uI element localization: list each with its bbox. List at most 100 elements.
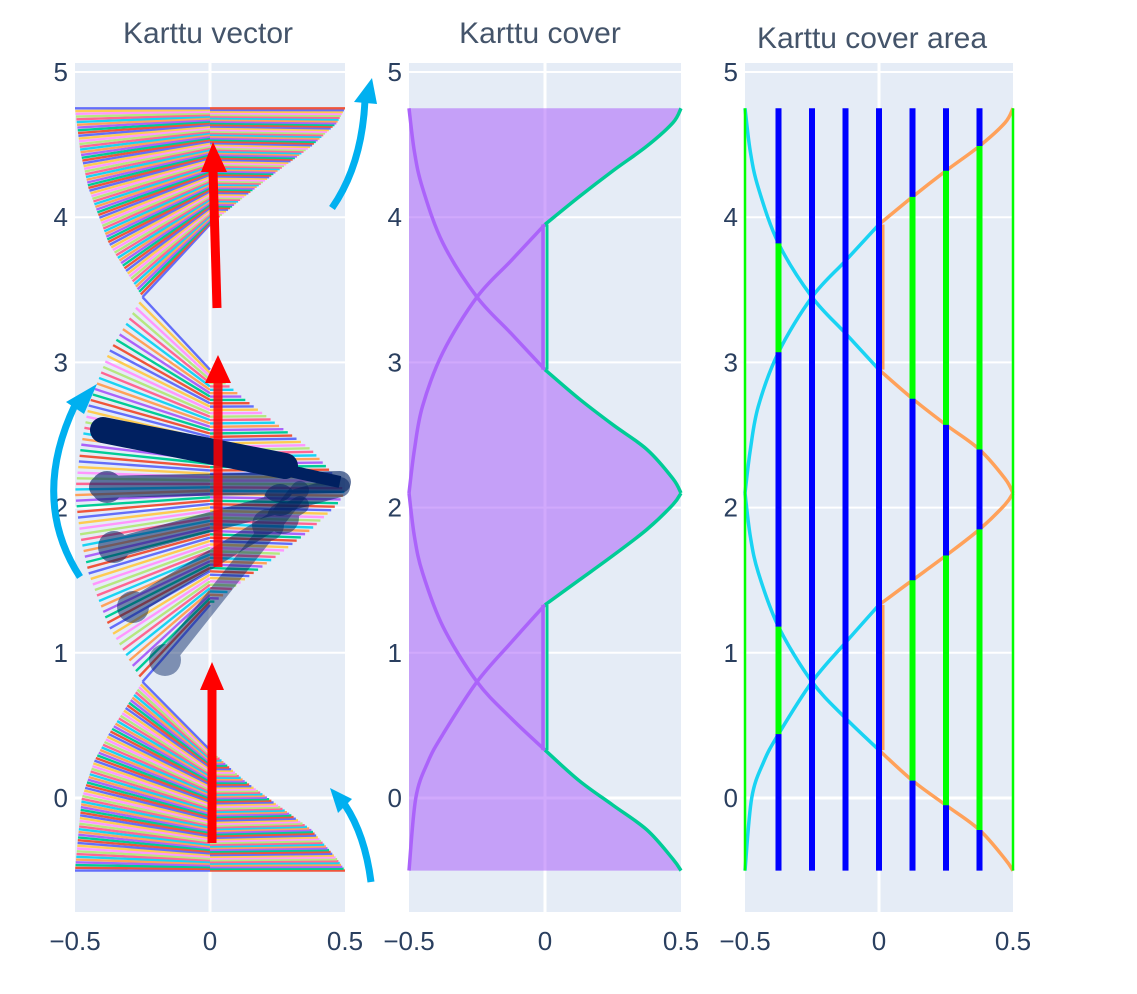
fan-line-right <box>209 847 328 852</box>
fan-line-left <box>79 819 211 841</box>
fan-line-left <box>138 220 211 293</box>
y-tick-label: 3 <box>54 347 68 377</box>
fan-line-right <box>209 173 272 177</box>
fan-line-right <box>209 820 301 826</box>
y-tick-label: 0 <box>388 783 402 813</box>
fan-line-right <box>209 832 315 838</box>
y-tick-label: 4 <box>54 202 68 232</box>
fan-line-right <box>209 827 310 833</box>
fan-line-right <box>209 590 228 594</box>
fan-line-left <box>77 502 211 519</box>
fan-line-left <box>84 145 211 173</box>
fan-line-left <box>78 465 211 476</box>
arrow-up-top-icon <box>201 142 227 309</box>
fan-line-right <box>209 148 304 153</box>
fan-line-left <box>84 786 211 821</box>
fan-line-left <box>112 573 211 635</box>
fan-line-left <box>141 296 211 371</box>
fan-line-left <box>78 460 211 472</box>
fan-line-left <box>89 773 211 812</box>
fan-line-left <box>125 587 211 657</box>
fan-line-left <box>92 764 211 807</box>
fan-line-right <box>209 859 339 864</box>
fan-line-left <box>77 120 211 132</box>
fan-line-left <box>79 509 211 530</box>
fan-line-left <box>77 844 211 857</box>
fan-line-left <box>78 123 211 138</box>
fan-line-left <box>130 211 211 280</box>
cover-left-line <box>407 223 547 494</box>
fan-line-right <box>209 115 340 119</box>
fan-line-left <box>94 759 211 803</box>
fan-line-left <box>100 371 211 418</box>
fan-line-left <box>78 830 211 848</box>
fan-line-right <box>209 180 263 184</box>
fan-line-left <box>96 170 211 214</box>
fan-line-left <box>76 847 211 859</box>
vector-stroke-main <box>90 417 342 488</box>
fan-line-left <box>88 775 211 814</box>
fan-line-left <box>125 206 211 272</box>
fan-line-right <box>209 828 312 834</box>
fan-line-right <box>209 125 331 130</box>
fan-line-right <box>209 566 259 571</box>
fan-line-left <box>109 349 211 405</box>
fan-line-right <box>209 573 250 578</box>
fan-line-right <box>209 807 283 812</box>
fan-line-right <box>209 143 311 149</box>
fan-line-right <box>209 793 263 797</box>
x-tick-label: 0.5 <box>995 926 1031 956</box>
fan-line-left <box>98 376 211 422</box>
rotation-arrow-top-right-icon <box>329 78 377 211</box>
fan-line-right <box>209 118 338 123</box>
y-tick-label: 5 <box>54 57 68 87</box>
fan-line-right <box>209 113 341 118</box>
fan-line-left <box>106 735 211 788</box>
fan-line-right <box>209 839 322 845</box>
x-tick-label: 0.5 <box>663 926 699 956</box>
fan-line-left <box>79 822 211 843</box>
y-tick-label: 0 <box>54 783 68 813</box>
fan-line-left <box>82 138 211 162</box>
fan-line-left <box>112 344 211 401</box>
y-tick-label: 1 <box>54 638 68 668</box>
x-tick-label: −0.5 <box>719 926 770 956</box>
fan-line-left <box>92 543 211 586</box>
fan-line-right <box>209 841 323 846</box>
fan-line-right <box>209 794 265 798</box>
fan-line-left <box>131 213 211 283</box>
fan-line-right <box>209 431 288 435</box>
fan-line-left <box>141 223 211 298</box>
fan-line-right <box>209 175 270 179</box>
fan-line-right <box>209 848 330 853</box>
fan-line-left <box>103 181 211 233</box>
y-tick-label: 3 <box>724 347 738 377</box>
fan-line-left <box>138 600 211 678</box>
fan-line-left <box>118 717 211 776</box>
fan-line-right <box>209 128 328 133</box>
fan-line-right <box>209 796 267 800</box>
fan-line-right <box>209 176 268 180</box>
fan-line-left <box>75 861 211 867</box>
fan-line-right <box>209 809 285 814</box>
fan-line-left <box>83 143 211 170</box>
fan-line-left <box>91 767 211 809</box>
fan-line-left <box>135 216 211 288</box>
fan-line-left <box>128 590 211 662</box>
x-tick-label: 0 <box>872 926 886 956</box>
fan-line-right <box>209 120 337 125</box>
fan-line-left <box>85 148 211 179</box>
fan-line-left <box>95 166 211 209</box>
fan-line-left <box>107 188 211 244</box>
fan-line-left <box>93 163 211 203</box>
fan-line-left <box>76 496 211 508</box>
fan-line-left <box>135 306 211 378</box>
fan-line-left <box>119 714 211 774</box>
y-tick-label: 1 <box>724 638 738 668</box>
fan-line-left <box>120 201 211 265</box>
fan-line-right <box>209 171 274 176</box>
rotation-arrow-bottom-right-icon <box>330 788 375 883</box>
fan-line-left <box>106 186 211 241</box>
fan-line-left <box>82 794 211 826</box>
fan-line-left <box>100 176 211 225</box>
